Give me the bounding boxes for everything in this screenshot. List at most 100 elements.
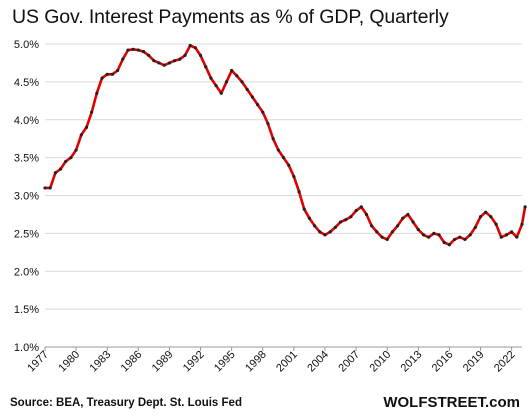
- data-point: [152, 59, 156, 63]
- data-point: [328, 230, 332, 234]
- data-point: [198, 53, 203, 57]
- data-point: [468, 233, 472, 237]
- data-point: [437, 233, 441, 237]
- data-point: [162, 63, 166, 67]
- data-point: [292, 174, 296, 179]
- data-point: [235, 74, 239, 78]
- data-point: [240, 80, 244, 84]
- data-point: [261, 110, 265, 114]
- data-point: [230, 68, 234, 73]
- x-tick-label: 2001: [274, 349, 300, 375]
- y-tick-label: 3.5%: [14, 153, 39, 165]
- data-point: [406, 212, 410, 217]
- data-point: [58, 167, 63, 171]
- data-point: [338, 220, 343, 224]
- x-tick-label: 2019: [461, 349, 487, 375]
- data-point: [157, 61, 161, 65]
- data-point: [452, 237, 457, 242]
- data-point: [432, 231, 436, 235]
- data-point: [473, 225, 477, 229]
- data-point: [313, 224, 317, 228]
- y-tick-label: 3.0%: [14, 191, 39, 203]
- data-point: [489, 215, 493, 219]
- data-point: [95, 91, 99, 95]
- data-point: [520, 222, 524, 226]
- x-tick-label: 2022: [492, 349, 518, 375]
- data-point: [421, 233, 426, 237]
- data-point: [53, 171, 57, 175]
- data-point: [147, 53, 151, 57]
- grid-layer: [45, 43, 522, 348]
- data-point: [318, 230, 322, 234]
- data-point: [188, 43, 192, 48]
- data-point: [401, 216, 405, 220]
- data-point: [510, 230, 514, 234]
- data-point: [302, 207, 306, 211]
- data-point: [370, 224, 374, 228]
- data-point: [100, 76, 104, 80]
- data-point: [484, 210, 488, 214]
- data-point: [178, 57, 182, 61]
- data-point: [167, 61, 172, 65]
- data-point: [266, 121, 270, 126]
- y-tick-label: 2.0%: [14, 266, 39, 278]
- data-point: [359, 205, 363, 209]
- data-point: [478, 215, 483, 219]
- data-point: [126, 48, 130, 52]
- series-line: [43, 44, 527, 246]
- x-tick-label: 2010: [368, 349, 394, 375]
- brand-watermark: WOLFSTREET.com: [383, 394, 520, 411]
- y-tick-label: 4.0%: [14, 115, 39, 127]
- data-point: [515, 235, 519, 239]
- data-point: [494, 222, 498, 226]
- data-point: [271, 137, 275, 141]
- data-point: [141, 49, 146, 54]
- data-point: [69, 156, 73, 160]
- data-point: [499, 235, 503, 239]
- data-point: [214, 84, 218, 88]
- data-point: [354, 209, 358, 213]
- data-point: [209, 76, 213, 80]
- data-point: [43, 186, 47, 190]
- data-point: [131, 47, 135, 51]
- data-point: [287, 163, 291, 167]
- data-point: [84, 125, 89, 129]
- data-point: [245, 87, 249, 92]
- data-point: [297, 190, 301, 194]
- data-point: [395, 224, 400, 228]
- x-tick-label: 1983: [88, 349, 114, 375]
- data-point: [110, 72, 115, 76]
- y-tick-label: 1.5%: [14, 304, 39, 316]
- data-point: [276, 148, 280, 152]
- data-point: [375, 230, 379, 234]
- data-point: [136, 48, 140, 52]
- data-point: [523, 205, 527, 209]
- data-point: [193, 46, 197, 50]
- data-point: [74, 148, 78, 152]
- series-layer: [43, 44, 527, 246]
- y-tick-label: 1.0%: [14, 342, 39, 354]
- data-point: [463, 237, 467, 242]
- marker-layer: [43, 43, 527, 247]
- data-point: [121, 57, 125, 61]
- x-tick-label: 1995: [212, 349, 238, 375]
- data-point: [204, 65, 208, 69]
- data-point: [364, 212, 369, 217]
- x-tick-label: 2004: [305, 349, 331, 375]
- data-point: [105, 72, 109, 76]
- data-point: [385, 237, 389, 242]
- data-point: [504, 233, 509, 237]
- data-point: [349, 215, 353, 219]
- data-point: [307, 216, 312, 220]
- data-point: [390, 230, 394, 234]
- data-point: [281, 156, 286, 160]
- data-point: [333, 225, 337, 229]
- data-point: [48, 186, 52, 190]
- x-tick-label: 1980: [56, 349, 82, 375]
- data-point: [416, 227, 420, 232]
- x-tick-label: 2007: [336, 349, 362, 375]
- data-point: [219, 91, 223, 95]
- data-point: [255, 103, 260, 107]
- source-note: Source: BEA, Treasury Dept. St. Louis Fe…: [10, 397, 242, 409]
- data-point: [447, 243, 452, 247]
